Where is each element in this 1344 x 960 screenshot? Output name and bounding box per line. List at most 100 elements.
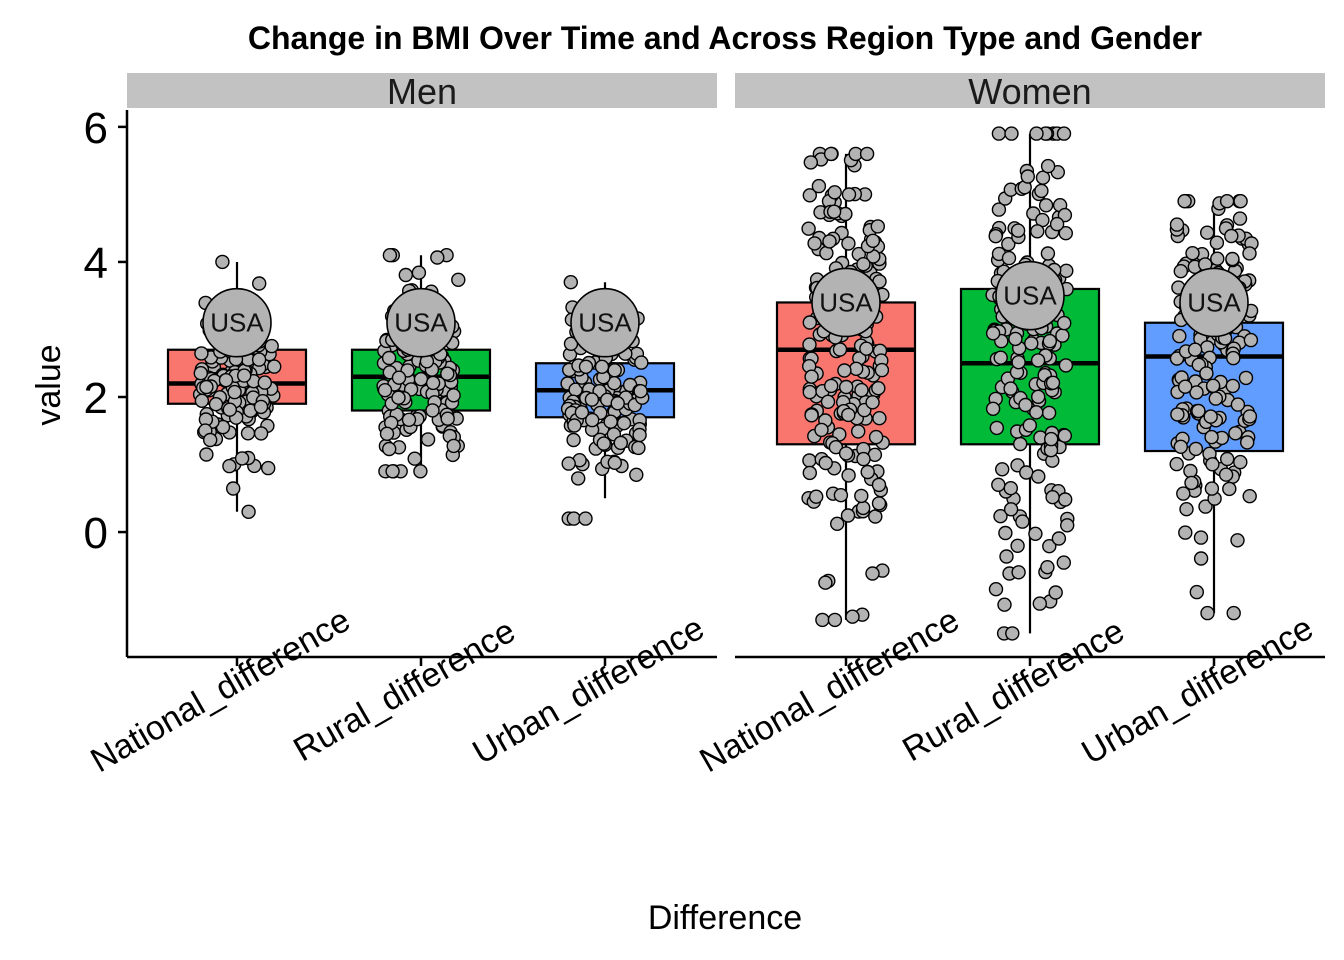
chart-title: Change in BMI Over Time and Across Regio… [248, 20, 1202, 56]
data-point [563, 275, 578, 290]
data-point [1040, 560, 1055, 575]
facet-strip-label: Women [968, 71, 1091, 112]
data-point [1242, 246, 1257, 261]
data-point [1222, 481, 1237, 497]
data-point [1199, 225, 1215, 240]
data-point [1210, 251, 1225, 266]
data-point [854, 488, 869, 504]
data-point [1058, 358, 1074, 373]
data-point [991, 202, 1007, 217]
facet-strip-label: Men [387, 71, 457, 112]
data-point [251, 352, 267, 367]
data-point [1030, 353, 1046, 368]
data-point [567, 418, 582, 433]
data-point [1043, 431, 1059, 447]
data-point [199, 379, 214, 395]
data-point [1020, 169, 1036, 184]
data-point [1057, 492, 1073, 507]
data-point [1238, 370, 1254, 386]
box-women-rural_difference: USA [959, 126, 1101, 641]
data-point [874, 362, 890, 378]
data-point [1029, 126, 1044, 141]
data-point [802, 188, 817, 203]
box-women-national_difference: USA [775, 146, 917, 628]
data-point [253, 399, 269, 415]
data-point [1001, 236, 1016, 252]
data-point [1041, 405, 1057, 421]
data-point [856, 257, 871, 272]
data-point [833, 488, 849, 503]
data-point [849, 361, 864, 376]
data-point [222, 402, 238, 417]
data-point [413, 372, 429, 387]
data-point [398, 267, 413, 283]
data-point [839, 379, 854, 395]
data-point [804, 408, 819, 423]
data-point [407, 451, 422, 466]
data-point [856, 451, 871, 467]
y-axis-title: value [30, 344, 68, 425]
data-point [381, 350, 397, 366]
data-point [1018, 397, 1033, 413]
data-point [596, 436, 611, 451]
data-point [827, 612, 843, 628]
data-point [841, 407, 856, 423]
data-point [1008, 331, 1023, 347]
data-point [571, 471, 586, 486]
usa-label: USA [394, 308, 448, 338]
facet-panels: MenUSANational_differenceUSARural_differ… [84, 71, 1325, 780]
data-point [803, 155, 818, 170]
data-point [1199, 366, 1214, 381]
data-point [824, 378, 839, 394]
usa-marker [995, 260, 1065, 331]
data-point [194, 393, 210, 408]
data-point [818, 455, 833, 471]
data-point [1001, 250, 1017, 266]
data-point [991, 477, 1006, 492]
data-point [1228, 426, 1243, 441]
data-point [1184, 475, 1199, 491]
data-point [1189, 584, 1205, 600]
data-point [841, 236, 856, 251]
data-point [1169, 217, 1185, 232]
data-point [1024, 336, 1039, 351]
data-point [804, 369, 819, 384]
data-point [603, 414, 618, 429]
jitter-points [801, 146, 890, 628]
data-point [634, 355, 649, 370]
box-men-national_difference: USA [166, 254, 308, 519]
data-point [594, 359, 610, 374]
data-point [382, 247, 398, 263]
data-point [859, 146, 875, 162]
data-point [1178, 525, 1193, 540]
data-point [1224, 228, 1239, 244]
data-point [1230, 397, 1246, 412]
data-point [1177, 193, 1192, 209]
data-point [382, 441, 397, 457]
data-point [1204, 481, 1220, 496]
data-point [193, 366, 209, 381]
data-point [841, 187, 857, 202]
data-point [613, 435, 628, 451]
data-point [631, 440, 646, 456]
data-point [1056, 555, 1072, 570]
data-point [871, 381, 886, 396]
y-tick-label: 6 [84, 104, 108, 153]
data-point [1034, 183, 1049, 199]
data-point [1011, 355, 1026, 370]
facet-strip [127, 73, 717, 108]
data-point [1225, 378, 1241, 394]
data-point [826, 204, 842, 219]
data-point [1198, 499, 1213, 514]
data-point [222, 458, 237, 474]
data-point [234, 451, 250, 466]
data-point [261, 460, 276, 476]
data-point [629, 467, 644, 482]
data-point [838, 446, 854, 461]
data-point [872, 411, 887, 426]
data-point [1183, 463, 1198, 479]
usa-marker [811, 267, 881, 338]
data-point [1022, 418, 1038, 433]
data-point [828, 440, 844, 455]
data-point [440, 366, 455, 381]
